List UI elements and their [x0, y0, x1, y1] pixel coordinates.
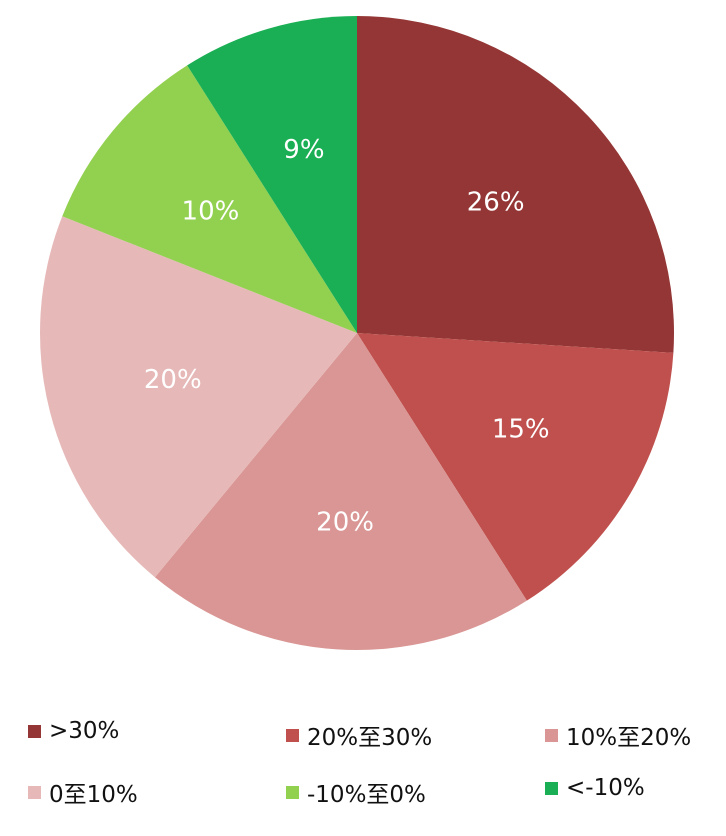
- data-label: 9%: [283, 135, 324, 165]
- pie-slice: [357, 16, 674, 353]
- data-label: 20%: [144, 365, 202, 395]
- legend-swatch: [545, 781, 558, 795]
- pie-slice: [187, 16, 357, 333]
- legend-item-10-20: 10%至20%: [545, 718, 691, 752]
- legend-swatch: [28, 785, 41, 799]
- pie-chart: 26% 15% 20% 20% 10% 9%: [40, 16, 674, 650]
- legend-swatch: [545, 728, 558, 742]
- legend-item-0-10: 0至10%: [28, 775, 138, 809]
- legend-swatch: [28, 724, 41, 738]
- legend-label: <-10%: [566, 775, 645, 801]
- data-label: 20%: [316, 507, 374, 537]
- legend-item-neg10-0: -10%至0%: [286, 775, 426, 809]
- data-label: 10%: [182, 196, 240, 226]
- pie-slice: [62, 65, 357, 333]
- data-label: 15%: [492, 414, 550, 444]
- legend-label: -10%至0%: [307, 782, 426, 808]
- pie-slice: [40, 216, 358, 578]
- pie-slice: [154, 333, 527, 650]
- data-label: 26%: [467, 187, 525, 217]
- legend-item-20-30: 20%至30%: [286, 718, 432, 752]
- legend-label: >30%: [49, 718, 120, 744]
- legend-item-gt30: >30%: [28, 718, 119, 744]
- legend-label: 10%至20%: [566, 725, 692, 751]
- legend-swatch: [286, 785, 299, 799]
- legend-label: 0至10%: [49, 782, 138, 808]
- legend-label: 20%至30%: [307, 725, 433, 751]
- pie-slice: [357, 333, 674, 601]
- legend-item-lt-neg10: <-10%: [545, 775, 645, 801]
- legend-swatch: [286, 728, 299, 742]
